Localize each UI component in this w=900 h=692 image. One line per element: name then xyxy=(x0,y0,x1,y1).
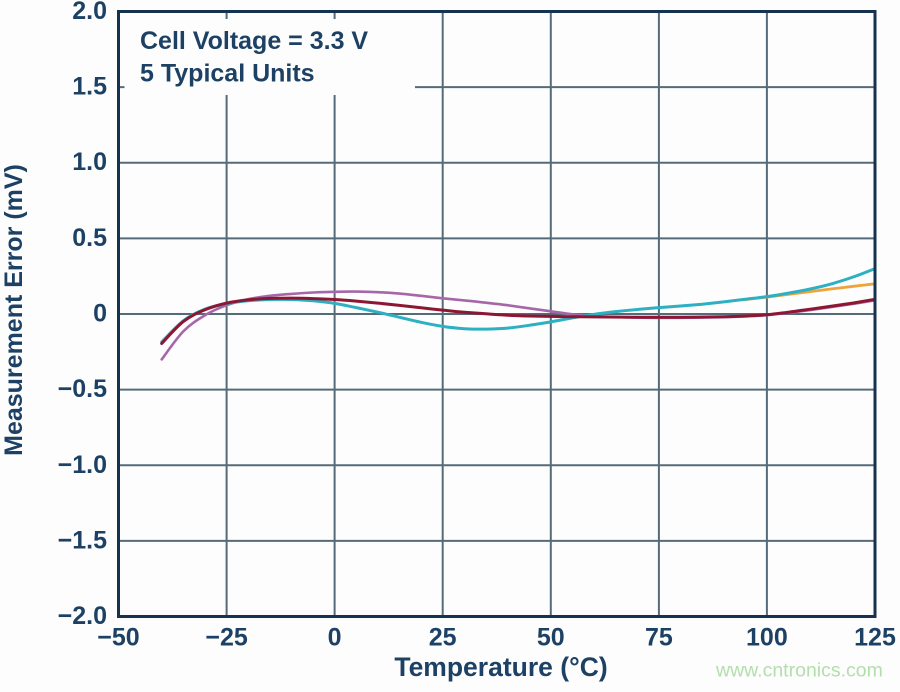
svg-text:1.0: 1.0 xyxy=(72,148,107,176)
svg-text:2.0: 2.0 xyxy=(72,0,107,25)
svg-text:125: 125 xyxy=(854,624,896,652)
svg-text:−25: −25 xyxy=(205,624,248,652)
svg-text:Temperature (°C): Temperature (°C) xyxy=(394,652,607,682)
svg-text:−1.0: −1.0 xyxy=(58,451,107,479)
svg-text:−1.5: −1.5 xyxy=(58,526,107,554)
svg-text:0: 0 xyxy=(93,300,107,328)
svg-text:1.5: 1.5 xyxy=(72,73,107,101)
svg-text:0.5: 0.5 xyxy=(72,224,107,252)
svg-text:−50: −50 xyxy=(97,624,139,652)
svg-text:−0.5: −0.5 xyxy=(58,375,107,403)
svg-text:0: 0 xyxy=(328,624,342,652)
svg-text:25: 25 xyxy=(429,624,457,652)
svg-text:Measurement Error (mV): Measurement Error (mV) xyxy=(0,164,28,456)
svg-text:5 Typical Units: 5 Typical Units xyxy=(140,60,315,88)
svg-text:Cell Voltage = 3.3 V: Cell Voltage = 3.3 V xyxy=(140,27,368,55)
svg-text:50: 50 xyxy=(537,624,565,652)
svg-text:−2.0: −2.0 xyxy=(58,602,107,630)
svg-text:75: 75 xyxy=(645,624,673,652)
svg-text:100: 100 xyxy=(746,624,788,652)
svg-text:www.cntronics.com: www.cntronics.com xyxy=(715,660,883,682)
